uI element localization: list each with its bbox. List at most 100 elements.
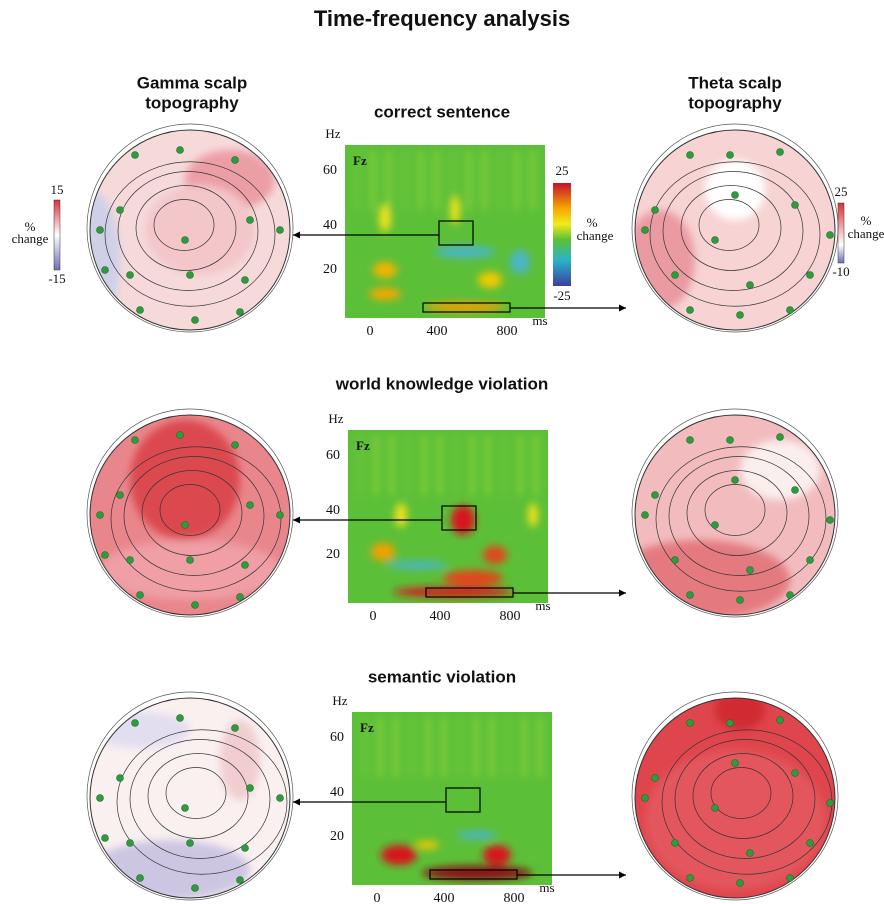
colorbar-max: 15	[51, 182, 64, 197]
electrode	[737, 597, 744, 604]
electrode	[712, 237, 719, 244]
stripe	[438, 435, 442, 495]
stripe	[467, 150, 471, 210]
stripe	[394, 717, 398, 777]
column-header: Gamma scalp	[137, 73, 248, 92]
colorbar	[54, 200, 60, 270]
electrode	[242, 277, 249, 284]
stripe	[378, 717, 382, 777]
scalp-region	[90, 712, 190, 748]
electrode	[242, 845, 249, 852]
electrode	[237, 877, 244, 884]
electrode	[687, 592, 694, 599]
electrode	[827, 800, 834, 807]
electrode	[732, 477, 739, 484]
electrode	[732, 760, 739, 767]
electrode	[277, 512, 284, 519]
stripe	[483, 150, 487, 210]
stripe	[458, 717, 462, 777]
y-tick-label: 60	[326, 448, 340, 463]
electrode	[727, 437, 734, 444]
colorbar	[553, 183, 571, 286]
electrode	[102, 835, 109, 842]
stripe	[515, 150, 519, 210]
y-tick-label: 20	[326, 547, 340, 562]
electrode	[787, 592, 794, 599]
colorbar-min: -10	[832, 264, 849, 279]
x-tick-label: 0	[370, 609, 377, 624]
y-tick-label: 60	[330, 730, 344, 745]
stripe	[442, 717, 446, 777]
power-region	[528, 503, 538, 527]
arrow-head	[619, 872, 626, 879]
electrode	[137, 592, 144, 599]
power-region	[373, 262, 397, 278]
electrode	[827, 517, 834, 524]
electrode	[792, 202, 799, 209]
electrode	[277, 227, 284, 234]
column-header: Theta scalp	[688, 73, 782, 92]
electrode	[182, 522, 189, 529]
electrode	[137, 307, 144, 314]
electrode	[732, 192, 739, 199]
electrode	[117, 775, 124, 782]
electrode	[687, 720, 694, 727]
electrode	[642, 512, 649, 519]
electrode	[97, 795, 104, 802]
electrode	[672, 557, 679, 564]
stripe	[518, 435, 522, 495]
electrode	[192, 317, 199, 324]
electrode	[747, 282, 754, 289]
stripe	[454, 435, 458, 495]
stripe	[522, 717, 526, 777]
electrode	[187, 272, 194, 279]
scalp-map	[60, 130, 290, 330]
y-tick-label: 40	[323, 218, 337, 233]
stripe	[538, 717, 542, 777]
colorbar	[838, 203, 844, 263]
electrode	[672, 840, 679, 847]
figure-title: Time-frequency analysis	[314, 6, 570, 31]
electrode	[737, 312, 744, 319]
colorbar-max: 25	[556, 163, 569, 178]
stripe	[387, 150, 391, 210]
channel-label: Fz	[353, 153, 367, 168]
electrode	[182, 237, 189, 244]
electrode	[232, 442, 239, 449]
power-region	[381, 845, 417, 865]
electrode	[642, 227, 649, 234]
row-title: semantic violation	[368, 667, 516, 686]
y-unit: Hz	[328, 411, 343, 426]
stripe	[374, 435, 378, 495]
spectrogram	[345, 145, 545, 318]
electrode	[177, 715, 184, 722]
stripe	[474, 717, 478, 777]
arrow-head	[293, 517, 300, 524]
electrode	[652, 207, 659, 214]
electrode	[712, 805, 719, 812]
stripe	[410, 717, 414, 777]
stripe	[426, 717, 430, 777]
electrode	[777, 717, 784, 724]
stripe	[422, 435, 426, 495]
electrode	[102, 552, 109, 559]
electrode	[132, 720, 139, 727]
power-region	[415, 841, 439, 849]
arrow-head	[293, 232, 300, 239]
power-region	[457, 831, 497, 839]
power-region	[483, 845, 511, 865]
electrode	[187, 557, 194, 564]
power-region	[450, 196, 460, 224]
scalp-region	[705, 160, 765, 220]
electrode	[787, 875, 794, 882]
scalp-region	[145, 185, 255, 275]
electrode	[687, 875, 694, 882]
x-tick-label: 800	[504, 891, 525, 904]
scalp-region	[610, 540, 790, 620]
power-region	[395, 503, 407, 527]
power-region	[379, 204, 391, 232]
colorbar-unit: change	[12, 231, 49, 246]
electrode	[127, 557, 134, 564]
y-tick-label: 60	[323, 163, 337, 178]
y-tick-label: 20	[323, 262, 337, 277]
